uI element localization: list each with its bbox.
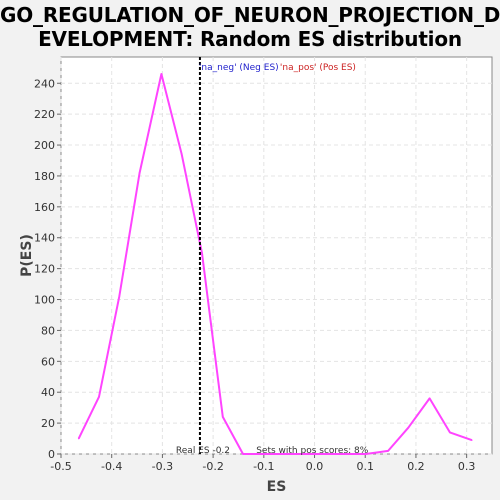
es-data-point [303, 453, 306, 455]
es-data-point [344, 453, 346, 455]
es-data-point [449, 431, 451, 434]
y-tick-label: 40 [41, 386, 55, 399]
plot-area [60, 56, 493, 455]
es-data-point [282, 453, 285, 455]
es-data-point [323, 453, 326, 455]
x-axis-ticks: -0.5 -0.4 -0.3 -0.2 -0.1 0.0 0.1 0.2 0.3 [50, 454, 475, 473]
x-tick-label: 0.3 [458, 460, 476, 473]
pos-scores-label: Sets with pos scores: 8% [256, 446, 369, 456]
es-data-point [118, 295, 121, 298]
chart-title-line-2: EVELOPMENT: Random ES distribution [38, 27, 462, 51]
es-data-point [138, 172, 141, 174]
es-series-line [77, 73, 473, 455]
es-data-point [242, 453, 244, 455]
x-tick-label: -0.4 [101, 460, 122, 473]
es-data-point [98, 396, 100, 398]
grid-lines [60, 57, 492, 455]
y-tick-label: 120 [34, 263, 55, 276]
es-data-point [470, 439, 473, 441]
x-tick-label: -0.1 [253, 460, 274, 473]
es-data-point [160, 73, 163, 75]
es-data-point [180, 153, 183, 156]
y-tick-label: 60 [41, 355, 55, 368]
real-es-label: Real ES -0.2 [176, 446, 230, 456]
y-tick-label: 140 [34, 232, 55, 245]
es-data-point [262, 453, 265, 455]
y-tick-label: 100 [34, 294, 55, 307]
y-tick-label: 80 [41, 324, 55, 337]
series-group [77, 73, 473, 455]
es-data-point [364, 453, 367, 455]
x-tick-label: 0.0 [306, 460, 324, 473]
es-data-point [221, 416, 224, 418]
es-data-point [428, 397, 431, 400]
es-data-point [77, 437, 80, 440]
y-tick-label: 200 [34, 139, 55, 152]
es-data-point [201, 252, 203, 254]
x-tick-label: -0.5 [50, 460, 71, 473]
x-tick-label: 0.1 [356, 460, 374, 473]
y-tick-label: 240 [34, 77, 55, 90]
y-tick-label: 220 [34, 108, 55, 121]
x-tick-label: -0.3 [152, 460, 173, 473]
y-tick-label: 160 [34, 201, 55, 214]
y-axis-ticks: 0 20 40 60 80 100 120 140 160 180 200 220 240 [34, 77, 61, 461]
x-tick-label: -0.2 [202, 460, 223, 473]
y-tick-label: 180 [34, 170, 55, 183]
es-data-point [407, 426, 410, 429]
x-axis-title: ES [267, 479, 287, 495]
legend-neg-es: 'na_neg' (Neg ES) [199, 63, 279, 73]
x-tick-label: 0.2 [407, 460, 425, 473]
chart-title-line-1: GO_REGULATION_OF_NEURON_PROJECTION_D [0, 3, 500, 27]
y-tick-label: 0 [48, 448, 55, 461]
legend-pos-es: 'na_pos' (Pos ES) [280, 63, 356, 73]
es-data-point [387, 450, 389, 452]
y-axis-title: P(ES) [19, 234, 35, 277]
y-tick-label: 20 [41, 417, 55, 430]
